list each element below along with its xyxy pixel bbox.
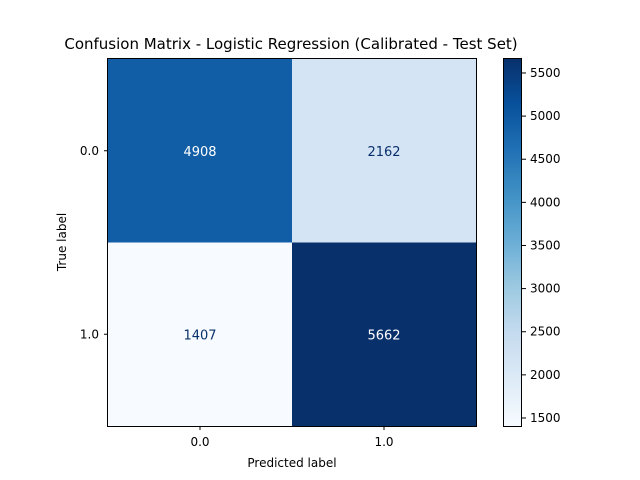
colorbar-tick-label: 1500 [530,411,561,425]
y-tick-label: 1.0 [80,327,99,341]
colorbar-tick-label: 3500 [530,238,561,252]
matrix-cell [108,59,292,243]
matrix-frame [107,58,477,427]
colorbar-tick-label: 2000 [530,368,561,382]
colorbar-tick-label: 4000 [530,195,561,209]
cell-value-label: 1407 [183,328,216,343]
colorbar-tick-label: 5500 [530,66,561,80]
y-tick-label: 0.0 [80,144,99,158]
colorbar [503,58,522,427]
cell-value-label: 5662 [367,328,400,343]
matrix-cell-labels: 4908 2162 1407 5662 [183,145,400,344]
x-axis-ticks: 0.0 1.0 [190,426,394,449]
chart-title: Confusion Matrix - Logistic Regression (… [64,35,517,53]
colorbar-ticks: 1500 2000 2500 3000 3500 4000 4500 5000 5500 [522,66,561,425]
cell-value-label: 2162 [367,145,400,160]
colorbar-tick-label: 3000 [530,282,561,296]
x-tick-label: 1.0 [374,435,393,449]
x-axis-label: Predicted label [247,456,336,470]
y-axis-label: True label [55,213,69,272]
colorbar-tick-label: 2500 [530,325,561,339]
y-axis-ticks: 0.0 1.0 [80,144,108,341]
matrix-cell [292,59,476,243]
matrix-cell [292,242,476,426]
colorbar-tick-label: 4500 [530,152,561,166]
x-tick-label: 0.0 [190,435,209,449]
matrix-cells [108,59,476,426]
cell-value-label: 4908 [183,145,216,160]
matrix-cell [108,242,292,426]
colorbar-tick-label: 5000 [530,109,561,123]
